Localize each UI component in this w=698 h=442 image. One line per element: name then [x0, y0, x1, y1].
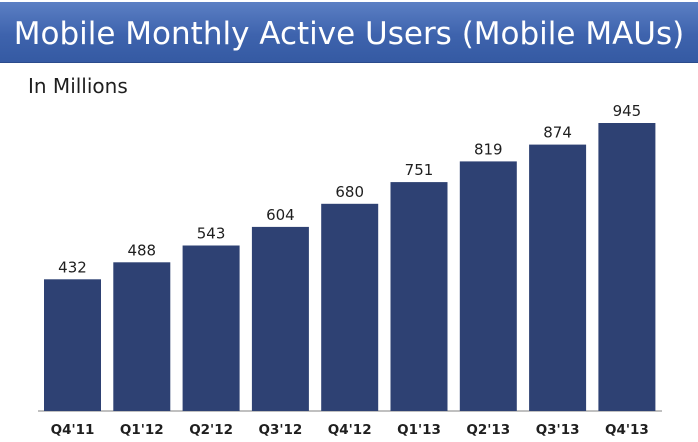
bar-Q2'13	[459, 161, 517, 411]
x-tick-label: Q1'12	[120, 422, 164, 438]
tick-labels-group: Q4'11 Q1'12 Q2'12 Q3'12 Q4'12 Q1'13 Q2'13 Q3'13…	[51, 422, 649, 438]
chart-title: Mobile Monthly Active Users (Mobile MAUs…	[13, 16, 685, 52]
bar-Q4'13	[598, 123, 656, 411]
x-tick-label: Q1'13	[397, 422, 441, 438]
bar-value-label: 432	[58, 258, 87, 276]
bar-labels-group: 432 488 543 604 680 751 819 874 945	[58, 102, 641, 276]
x-tick-label: Q2'13	[466, 422, 510, 438]
bar-Q2'12	[182, 245, 240, 411]
chart-subtitle: In Millions	[28, 74, 128, 98]
bar-value-label: 543	[197, 225, 226, 243]
bar-value-label: 874	[543, 124, 572, 142]
bar-value-label: 945	[613, 102, 642, 120]
bar-Q1'13	[390, 182, 448, 411]
bar-value-label: 751	[405, 161, 434, 179]
bar-value-label: 819	[474, 140, 503, 158]
x-tick-label: Q2'12	[189, 422, 233, 438]
x-tick-label: Q4'11	[51, 422, 95, 438]
x-tick-label: Q3'12	[259, 422, 303, 438]
x-tick-label: Q4'13	[605, 422, 649, 438]
x-tick-label: Q4'12	[328, 422, 372, 438]
bar-Q4'12	[321, 203, 379, 411]
x-tick-label: Q3'13	[536, 422, 580, 438]
title-band: Mobile Monthly Active Users (Mobile MAUs…	[0, 2, 698, 63]
bars-group	[44, 123, 656, 411]
bar-value-label: 604	[266, 206, 295, 224]
bar-Q3'13	[529, 144, 587, 411]
bar-value-label: 680	[335, 183, 364, 201]
bar-Q1'12	[113, 262, 171, 411]
bar-value-label: 488	[127, 241, 156, 259]
bar-Q3'12	[251, 226, 309, 411]
bar-Q4'11	[44, 279, 101, 411]
